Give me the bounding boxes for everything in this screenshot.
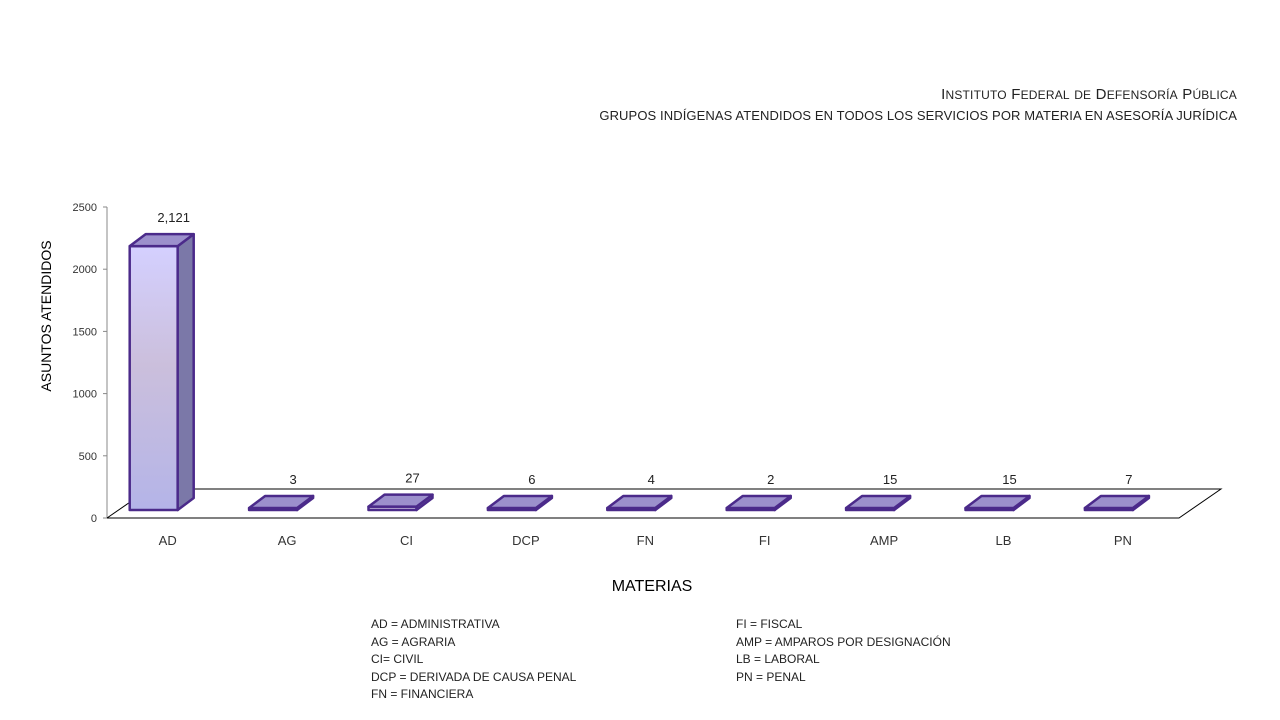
y-tick-label: 1500 xyxy=(73,326,97,338)
x-axis-label: MATERIAS xyxy=(612,578,693,595)
x-tick-label: PN xyxy=(1114,533,1132,548)
bar-top xyxy=(844,494,912,510)
legend-left: AD = ADMINISTRATIVA AG = AGRARIA CI= CIVIL… xyxy=(371,616,576,704)
chart-title-word: DEFENSORÍA xyxy=(1095,86,1178,103)
bar-chart: 0 500 1000 1500 2000 2500 AD AG CI DCP FN FI AMP LB P… xyxy=(38,202,1223,595)
bars-group xyxy=(128,232,1151,512)
data-label: 6 xyxy=(528,472,535,487)
chart-title-word: FEDERAL xyxy=(1011,86,1070,103)
legend-right: FI = FISCAL AMP = AMPAROS POR DESIGNACIÓN… xyxy=(736,616,951,686)
bar-top xyxy=(964,494,1031,510)
data-labels: 2,121 3 27 6 4 2 15 15 7 xyxy=(157,210,1132,487)
chart-header: INSTITUTO FEDERAL DE DEFENSORÍA PÚBLICA … xyxy=(599,86,1237,123)
x-tick-label: AD xyxy=(159,533,177,548)
bar-ag xyxy=(247,494,315,512)
chart-title-word: PÚBLICA xyxy=(1182,86,1237,103)
y-tick-label: 0 xyxy=(91,513,97,525)
y-tick-label: 1000 xyxy=(73,389,97,401)
bar-pn xyxy=(1083,494,1151,512)
bar-top xyxy=(486,494,554,510)
bar-side xyxy=(176,232,195,512)
data-label: 2,121 xyxy=(157,210,190,225)
data-label: 7 xyxy=(1125,472,1132,487)
bar-top xyxy=(1083,494,1151,510)
x-tick-label: CI xyxy=(400,533,413,548)
chart-title: INSTITUTO FEDERAL DE DEFENSORÍA PÚBLICA xyxy=(599,86,1237,103)
chart-subtitle: GRUPOS INDÍGENAS ATENDIDOS EN TODOS LOS … xyxy=(599,108,1237,123)
y-tick-label: 500 xyxy=(79,451,97,463)
chart-title-word: INSTITUTO xyxy=(941,86,1007,103)
legend-left-item: AG = AGRARIA xyxy=(371,634,456,649)
bar-top xyxy=(725,494,792,510)
bar-amp xyxy=(844,494,912,512)
x-tick-label: LB xyxy=(996,533,1012,548)
data-label: 2 xyxy=(767,472,774,487)
x-tick-label: AG xyxy=(278,533,297,548)
data-label: 4 xyxy=(648,472,655,487)
bar-front xyxy=(128,244,179,512)
bar-fn xyxy=(606,494,673,512)
legend-right-item: LB = LABORAL xyxy=(736,652,820,666)
legend-right-item: AMP = AMPAROS POR DESIGNACIÓN xyxy=(736,634,951,649)
bar-fi xyxy=(725,494,792,512)
chart-axes xyxy=(105,207,1223,519)
legend-right-item: FI = FISCAL xyxy=(736,617,803,631)
data-label: 27 xyxy=(405,471,419,486)
chart-title-word: DE xyxy=(1074,88,1092,102)
legend-left-item: FN = FINANCIERA xyxy=(371,687,474,701)
bar-top xyxy=(128,232,195,248)
bar-top xyxy=(367,493,434,508)
x-tick-label: FI xyxy=(759,533,771,548)
legend-left-item: CI= CIVIL xyxy=(371,652,424,666)
bar-lb xyxy=(964,494,1031,512)
x-tick-label: AMP xyxy=(870,533,898,548)
y-axis-ticks: 0 500 1000 1500 2000 2500 xyxy=(73,202,107,525)
legend-left-item: AD = ADMINISTRATIVA xyxy=(371,617,500,631)
data-label: 15 xyxy=(1002,472,1016,487)
bar-ci xyxy=(367,493,434,512)
bar-ad xyxy=(128,232,195,512)
y-tick-label: 2000 xyxy=(73,264,97,276)
y-tick-label: 2500 xyxy=(73,202,97,214)
x-tick-label: DCP xyxy=(512,533,539,548)
data-label: 3 xyxy=(289,472,296,487)
bar-top xyxy=(247,494,315,510)
x-axis-ticks: AD AG CI DCP FN FI AMP LB PN xyxy=(159,533,1132,548)
bar-top xyxy=(606,494,673,510)
legend-right-item: PN = PENAL xyxy=(736,669,806,684)
data-label: 15 xyxy=(883,472,897,487)
legend-left-item: DCP = DERIVADA DE CAUSA PENAL xyxy=(371,669,577,684)
y-axis-label: ASUNTOS ATENDIDOS xyxy=(38,240,54,391)
x-tick-label: FN xyxy=(637,533,654,548)
bar-dcp xyxy=(486,494,554,512)
